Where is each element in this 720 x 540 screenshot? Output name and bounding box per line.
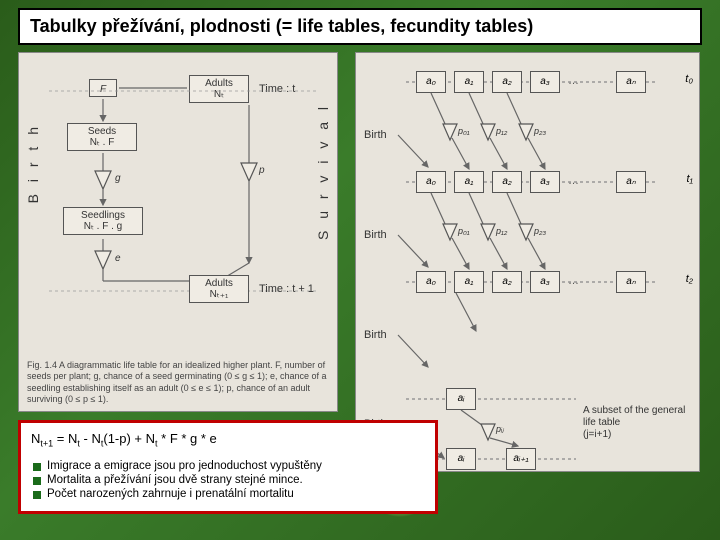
left-caption: Fig. 1.4 A diagrammatic life table for a…	[27, 360, 329, 405]
seedlings-box: Seedlings Nₜ . F . g	[63, 207, 143, 235]
ellipsis: …	[568, 275, 579, 287]
subset-p-label: pᵢⱼ	[496, 424, 504, 435]
time-label: t₀	[685, 73, 693, 85]
age-class-box: a₀	[416, 271, 446, 293]
bullet-list: Imigrace a emigrace jsou pro jednoduchos…	[31, 459, 425, 501]
bottom-panel: Nt+1 = Nt - Nt(1-p) + Nt * F * g * e Imi…	[18, 420, 438, 514]
survival-label: S u r v i v a l	[315, 103, 331, 240]
subset-caption: A subset of the general life table (j=i+…	[583, 405, 693, 441]
subset-box: aᵢ	[446, 448, 476, 470]
time-t1: Time : t + 1	[259, 283, 314, 295]
f-box: F	[89, 79, 117, 97]
subset-box: aᵢ₊₁	[506, 448, 536, 470]
p-label: p₁₂	[496, 126, 507, 136]
p-label: p₂₃	[534, 126, 546, 136]
p-label: p₁₂	[496, 226, 507, 236]
age-class-box: a₂	[492, 71, 522, 93]
age-class-box: a₃	[530, 271, 560, 293]
ellipsis: …	[568, 75, 579, 87]
age-class-box: a₁	[454, 271, 484, 293]
age-class-box: a₁	[454, 71, 484, 93]
age-class-box: a₃	[530, 71, 560, 93]
p-label: p₀₁	[458, 126, 470, 136]
age-class-box: a₀	[416, 171, 446, 193]
adults-top-box: Adults Nₜ	[189, 75, 249, 103]
age-class-box: a₂	[492, 171, 522, 193]
p-label: p₂₃	[534, 226, 546, 236]
age-class-box: aₙ	[616, 171, 646, 193]
g-label: g	[115, 173, 121, 184]
time-label: t₁	[686, 173, 693, 185]
age-class-box: a₀	[416, 71, 446, 93]
age-class-box: a₂	[492, 271, 522, 293]
bullet-item: Mortalita a přežívání jsou dvě strany st…	[31, 473, 425, 487]
subset-box: aᵢ	[446, 388, 476, 410]
adults-bottom-box: Adults Nₜ₊₁	[189, 275, 249, 303]
seeds-box: Seeds Nₜ . F	[67, 123, 137, 151]
title-box: Tabulky přežívání, plodnosti (= life tab…	[18, 8, 702, 45]
birth-label: Birth	[364, 229, 387, 241]
e-label: e	[115, 253, 121, 264]
birth-label: Birth	[364, 329, 387, 341]
p-label: p₀₁	[458, 226, 470, 236]
equation: Nt+1 = Nt - Nt(1-p) + Nt * F * g * e	[31, 431, 425, 449]
age-class-box: aₙ	[616, 271, 646, 293]
bullet-item: Imigrace a emigrace jsou pro jednoduchos…	[31, 459, 425, 473]
age-class-box: aₙ	[616, 71, 646, 93]
ellipsis: …	[568, 175, 579, 187]
bullet-item: Počet narozených zahrnuje i prenatální m…	[31, 487, 425, 501]
age-class-box: a₃	[530, 171, 560, 193]
time-t: Time : t	[259, 83, 295, 95]
age-class-box: a₁	[454, 171, 484, 193]
page-title: Tabulky přežívání, plodnosti (= life tab…	[30, 16, 533, 36]
birth-label: Birth	[364, 129, 387, 141]
p-label: p	[259, 165, 265, 176]
birth-label: B i r t h	[25, 123, 41, 203]
time-label: t₂	[686, 273, 693, 285]
diagram-right: A subset of the general life table (j=i+…	[355, 52, 700, 472]
diagram-left: B i r t h S u r v i v a l Adults Nₜ Time…	[18, 52, 338, 412]
